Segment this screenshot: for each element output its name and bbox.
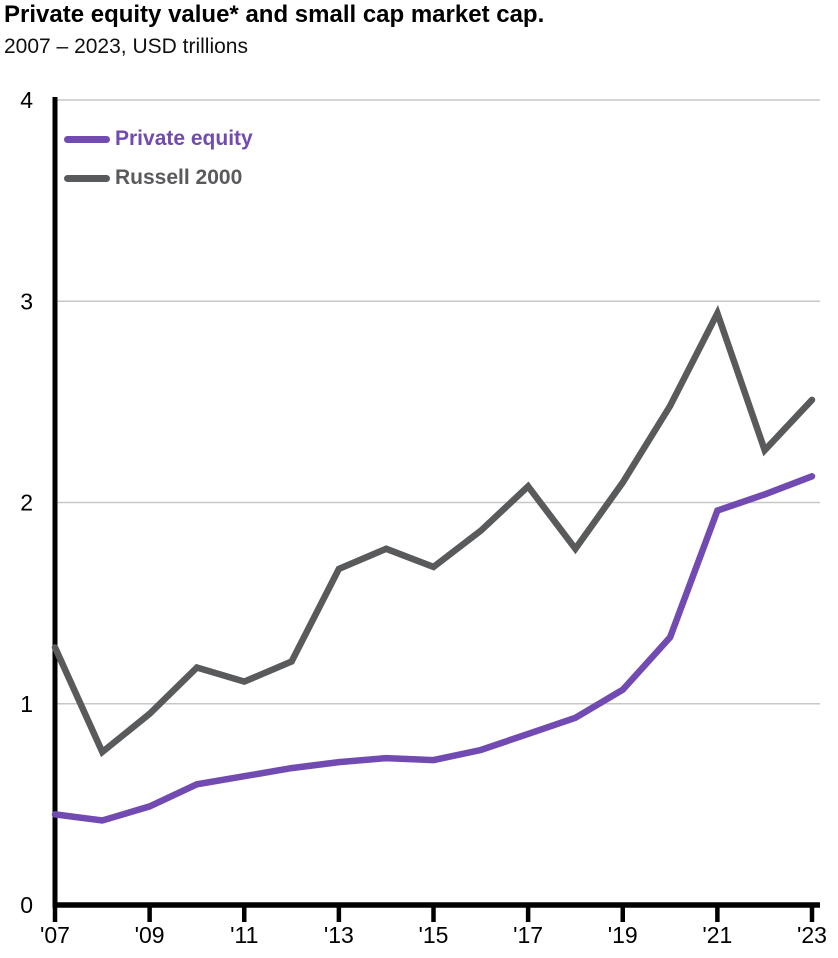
legend-row: Russell 2000 — [64, 166, 253, 190]
x-tick-label: '21 — [702, 922, 732, 948]
y-tick-label: 0 — [20, 892, 33, 918]
legend-line-swatch-private-equity — [64, 135, 110, 143]
x-axis-ticks — [52, 907, 815, 922]
series-lines — [51, 305, 816, 824]
y-tick-label: 1 — [20, 691, 33, 717]
y-tick-labels: 0 1 2 3 4 — [20, 87, 33, 918]
legend-row: Private equity — [64, 127, 253, 151]
x-tick-label: '23 — [797, 922, 827, 948]
series-line-private-equity — [51, 473, 816, 824]
x-tick-label: '19 — [608, 922, 638, 948]
x-tick-label: '17 — [513, 922, 543, 948]
x-tick-label: '07 — [40, 922, 70, 948]
x-tick-label: '13 — [324, 922, 354, 948]
series-line-russell-2000 — [51, 305, 816, 758]
x-tick-label: '15 — [419, 922, 449, 948]
x-tick-labels: '07 '09 '11 '13 '15 '17 '19 '21 '23 — [40, 922, 827, 948]
gridlines — [55, 99, 820, 705]
chart-subtitle: 2007 – 2023, USD trillions — [4, 35, 248, 58]
legend-line-swatch-russell-2000 — [64, 174, 110, 182]
legend-label-russell-2000: Russell 2000 — [115, 166, 243, 189]
chart-title: Private equity value* and small cap mark… — [4, 1, 545, 28]
legend-label-private-equity: Private equity — [115, 127, 253, 150]
x-tick-label: '11 — [230, 922, 258, 948]
chart-header: Private equity value* and small cap mark… — [4, 0, 544, 60]
y-tick-label: 3 — [20, 288, 33, 314]
y-tick-label: 2 — [20, 490, 33, 516]
y-tick-label: 4 — [20, 87, 33, 113]
axes — [52, 97, 820, 908]
x-tick-label: '09 — [135, 922, 165, 948]
legend: Private equity Russell 2000 — [64, 127, 253, 190]
